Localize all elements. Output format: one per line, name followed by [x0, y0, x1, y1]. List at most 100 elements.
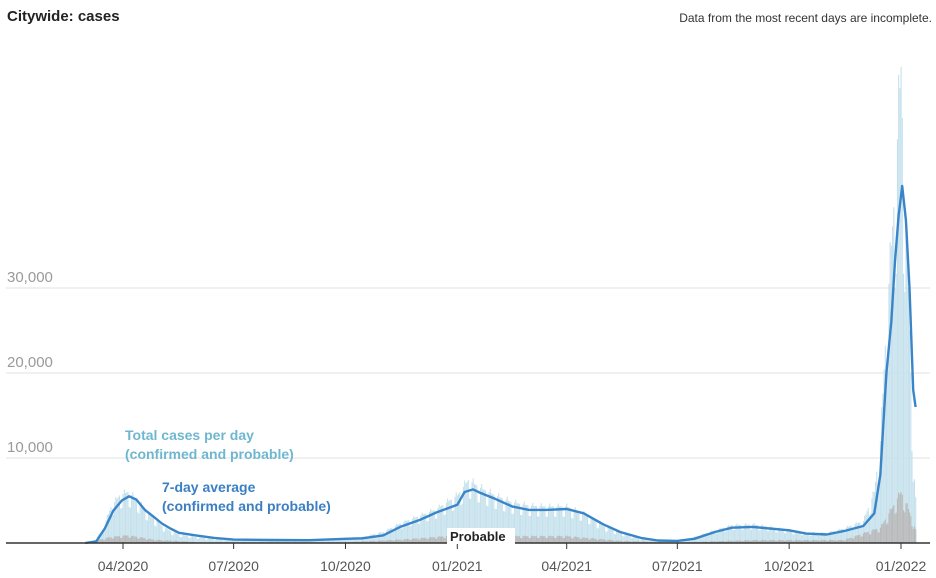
total-cases-bar: [606, 531, 608, 543]
probable-cases-bar: [400, 540, 403, 543]
total-cases-bar: [129, 507, 131, 543]
probable-cases-bar: [515, 535, 517, 543]
probable-cases-bar: [901, 494, 903, 543]
total-cases-bar: [657, 541, 659, 543]
total-cases-bar: [521, 515, 523, 543]
probable-cases-bar: [531, 536, 533, 543]
probable-cases-bar: [755, 540, 757, 543]
probable-cases-bar: [817, 540, 819, 543]
probable-cases-bar: [641, 541, 643, 543]
total-cases-bar: [124, 492, 127, 543]
probable-cases-bar: [778, 539, 781, 543]
total-cases-bar: [792, 534, 794, 543]
total-cases-bar: [575, 510, 578, 543]
total-cases-bar: [639, 539, 641, 543]
gridlines: [6, 287, 930, 459]
probable-cases-bar: [628, 541, 630, 543]
probable-cases-bar: [408, 539, 410, 543]
total-cases-bar: [222, 540, 224, 543]
annotation-total-line2: (confirmed and probable): [125, 446, 294, 462]
probable-cases-bar: [573, 536, 575, 543]
total-cases-bar: [905, 220, 907, 543]
total-cases-bar: [144, 509, 146, 543]
probable-cases-bar: [540, 535, 542, 543]
total-cases-bar: [110, 507, 112, 543]
total-cases-bar: [642, 538, 644, 543]
total-cases-bar: [783, 533, 785, 543]
total-cases-bar: [771, 527, 773, 543]
total-cases-bar: [558, 506, 561, 543]
probable-cases-bar: [607, 539, 609, 543]
probable-cases-bar: [799, 540, 801, 543]
total-cases-bar: [625, 533, 627, 543]
probable-cases-bar: [882, 523, 884, 543]
total-cases-bar: [856, 523, 858, 543]
total-cases-bar: [346, 537, 348, 543]
total-cases-bar: [710, 530, 713, 543]
probable-cases-bar: [120, 538, 122, 543]
total-cases-bar: [167, 529, 169, 543]
probable-cases-bar: [166, 540, 168, 543]
total-cases-bar: [303, 539, 305, 543]
total-cases-bar: [489, 488, 491, 543]
total-cases-bar: [845, 527, 847, 543]
probable-cases-bar: [590, 538, 592, 543]
probable-cases-bar: [523, 535, 525, 543]
total-cases-bar: [520, 514, 522, 543]
total-cases-bar: [839, 529, 841, 543]
total-cases-bar: [409, 526, 411, 543]
total-cases-bar: [352, 537, 354, 543]
probable-cases-bar: [388, 540, 390, 543]
total-cases-bar: [127, 492, 129, 543]
probable-cases-bar: [595, 538, 597, 543]
probable-cases-bar: [611, 540, 613, 543]
total-cases-bar: [915, 497, 917, 543]
probable-cases-bar: [800, 540, 802, 543]
probable-cases-bar: [169, 540, 172, 543]
total-cases-bar: [855, 522, 857, 543]
total-cases-bar: [105, 520, 107, 543]
total-cases-bar: [571, 518, 573, 543]
total-cases-bar: [909, 330, 911, 543]
total-cases-bar: [885, 383, 888, 543]
probable-cases-bar: [144, 538, 146, 543]
probable-cases-bar: [114, 536, 116, 543]
total-cases-bar: [189, 538, 191, 543]
total-cases-bar: [538, 516, 540, 543]
total-cases-bar: [229, 539, 231, 543]
total-cases-bar: [832, 531, 834, 543]
total-cases-bar: [690, 539, 692, 543]
probable-cases-bar: [118, 536, 120, 543]
probable-cases-bar: [375, 541, 377, 543]
total-cases-bar: [399, 523, 401, 543]
probable-cases-bar: [876, 528, 878, 543]
total-cases-bar: [515, 499, 517, 543]
total-cases-bar: [139, 503, 141, 543]
probable-cases-bar: [776, 540, 778, 543]
total-cases-bar: [214, 540, 217, 543]
total-cases-bar: [607, 527, 609, 543]
probable-cases-bar: [860, 536, 862, 543]
total-cases-bar: [567, 506, 569, 543]
total-cases-bar: [548, 506, 550, 543]
probable-cases-bar: [364, 541, 366, 543]
probable-cases-bar: [765, 540, 767, 543]
total-cases-bar: [467, 480, 469, 543]
total-cases-bar: [780, 528, 782, 543]
total-cases-bar: [580, 520, 582, 543]
total-cases-bar: [696, 536, 698, 543]
probable-cases-bar: [902, 510, 905, 543]
probable-label-background: [447, 528, 515, 544]
total-cases-bar: [817, 535, 819, 543]
total-cases-bar: [877, 484, 879, 543]
total-cases-bar: [313, 539, 315, 543]
probable-cases-bar: [133, 536, 135, 543]
total-cases-bar: [178, 534, 180, 543]
total-cases-bar: [793, 534, 795, 543]
total-cases-bar: [591, 516, 593, 543]
total-cases-bar: [389, 528, 392, 543]
total-cases-bar: [504, 511, 506, 543]
total-cases-bar: [163, 531, 165, 543]
probable-cases-bar: [803, 540, 805, 543]
probable-cases-bar: [575, 537, 578, 543]
